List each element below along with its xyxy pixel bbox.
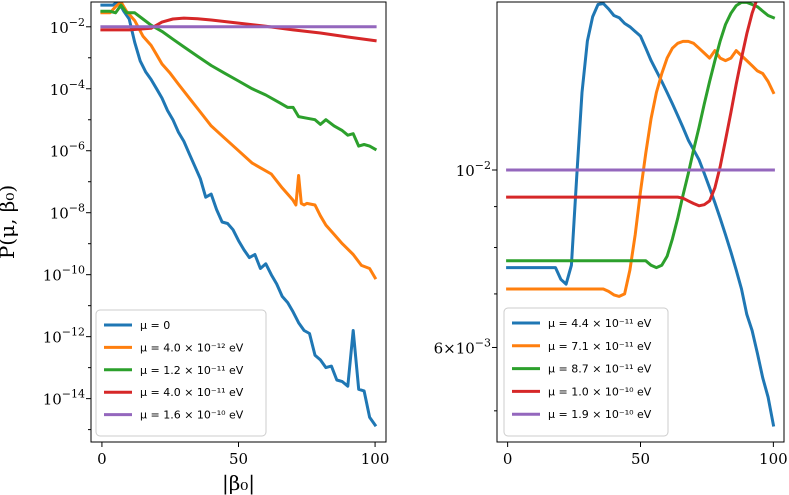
legend-entry-label: μ = 1.0 × 10⁻¹⁰ eV [548, 385, 652, 398]
y-tick-label-base: 10 [50, 143, 69, 161]
y-tick-label: 10−4 [50, 78, 85, 99]
x-tick-label: 100 [759, 450, 788, 468]
y-tick-label-exp: −6 [69, 140, 85, 153]
x-tick-label: 50 [229, 450, 248, 468]
y-tick-label-base: 10 [43, 391, 62, 409]
x-tick-label: 0 [503, 450, 513, 468]
y-tick-label: 10−12 [43, 326, 85, 347]
y-tick-label-exp: −8 [69, 202, 85, 215]
y-tick-label-base: 6×10 [434, 339, 475, 357]
y-tick-label-base: 10 [50, 81, 69, 99]
y-tick-label-exp: −2 [475, 159, 491, 172]
y-tick-label: 10−6 [50, 140, 85, 161]
legend-entry-label: μ = 8.7 × 10⁻¹¹ eV [548, 363, 652, 376]
legend-entry-label: μ = 4.0 × 10⁻¹² eV [140, 341, 244, 354]
y-tick-label-exp: −2 [69, 16, 85, 29]
x-tick-label: 50 [631, 450, 650, 468]
y-tick-label-exp: −14 [62, 388, 85, 401]
y-tick-label-exp: −12 [62, 326, 85, 339]
y-axis-label: P(μ, β₀) [0, 185, 19, 259]
y-tick-label-exp: −4 [69, 78, 85, 91]
y-tick-label-exp: −3 [475, 336, 491, 349]
y-tick-label-base: 10 [43, 329, 62, 347]
legend-entry-label: μ = 4.0 × 10⁻¹¹ eV [140, 386, 244, 399]
y-tick-label: 10−2 [456, 159, 491, 180]
legend-box [503, 307, 669, 437]
legend-entry-label: μ = 1.6 × 10⁻¹⁰ eV [140, 409, 244, 422]
series-line-2 [100, 2, 378, 280]
y-tick-label: 10−14 [43, 388, 85, 409]
y-tick-label: 10−2 [50, 16, 85, 37]
series-line-1 [100, 2, 378, 428]
y-tick-label: 6×10−3 [434, 336, 491, 357]
y-tick-label: 10−8 [50, 202, 85, 223]
series-line-1 [506, 2, 776, 427]
y-tick-label-base: 10 [43, 267, 62, 285]
series-line-3 [100, 3, 378, 152]
y-tick-label-exp: −10 [62, 264, 85, 277]
legend-box [95, 309, 267, 437]
x-tick-label: 0 [97, 450, 107, 468]
legend-entry-label: μ = 4.4 × 10⁻¹¹ eV [548, 317, 652, 330]
series-group [100, 2, 378, 428]
legend-entry-label: μ = 0 [140, 319, 170, 332]
series-group [506, 2, 776, 427]
chart-panel-1: 0 50 10010−210−410−610−810−1010−1210−14|β₀… [0, 1, 389, 495]
y-tick-label-base: 10 [456, 162, 475, 180]
y-tick-label-base: 10 [50, 19, 69, 37]
legend: μ = 0 μ = 4.0 × 10⁻¹² eV μ = 1.2 × 10⁻¹¹ e… [95, 309, 267, 437]
x-tick-label: 100 [361, 450, 390, 468]
y-tick-label-base: 10 [50, 205, 69, 223]
legend-entry-label: μ = 1.9 × 10⁻¹⁰ eV [548, 408, 652, 421]
y-tick-label: 10−10 [43, 264, 85, 285]
x-axis-label: |β₀| [222, 471, 255, 495]
series-line-4 [506, 2, 758, 208]
chart-panel-2: 0 50 100 10−2 6×10−3 μ = 4.4 × 10⁻¹¹ eV μ = 7.… [434, 1, 788, 468]
legend: μ = 4.4 × 10⁻¹¹ eV μ = 7.1 × 10⁻¹¹ eV μ = … [503, 307, 669, 437]
legend-entry-label: μ = 7.1 × 10⁻¹¹ eV [548, 340, 652, 353]
series-line-3 [506, 2, 776, 270]
legend-entry-label: μ = 1.2 × 10⁻¹¹ eV [140, 364, 244, 377]
